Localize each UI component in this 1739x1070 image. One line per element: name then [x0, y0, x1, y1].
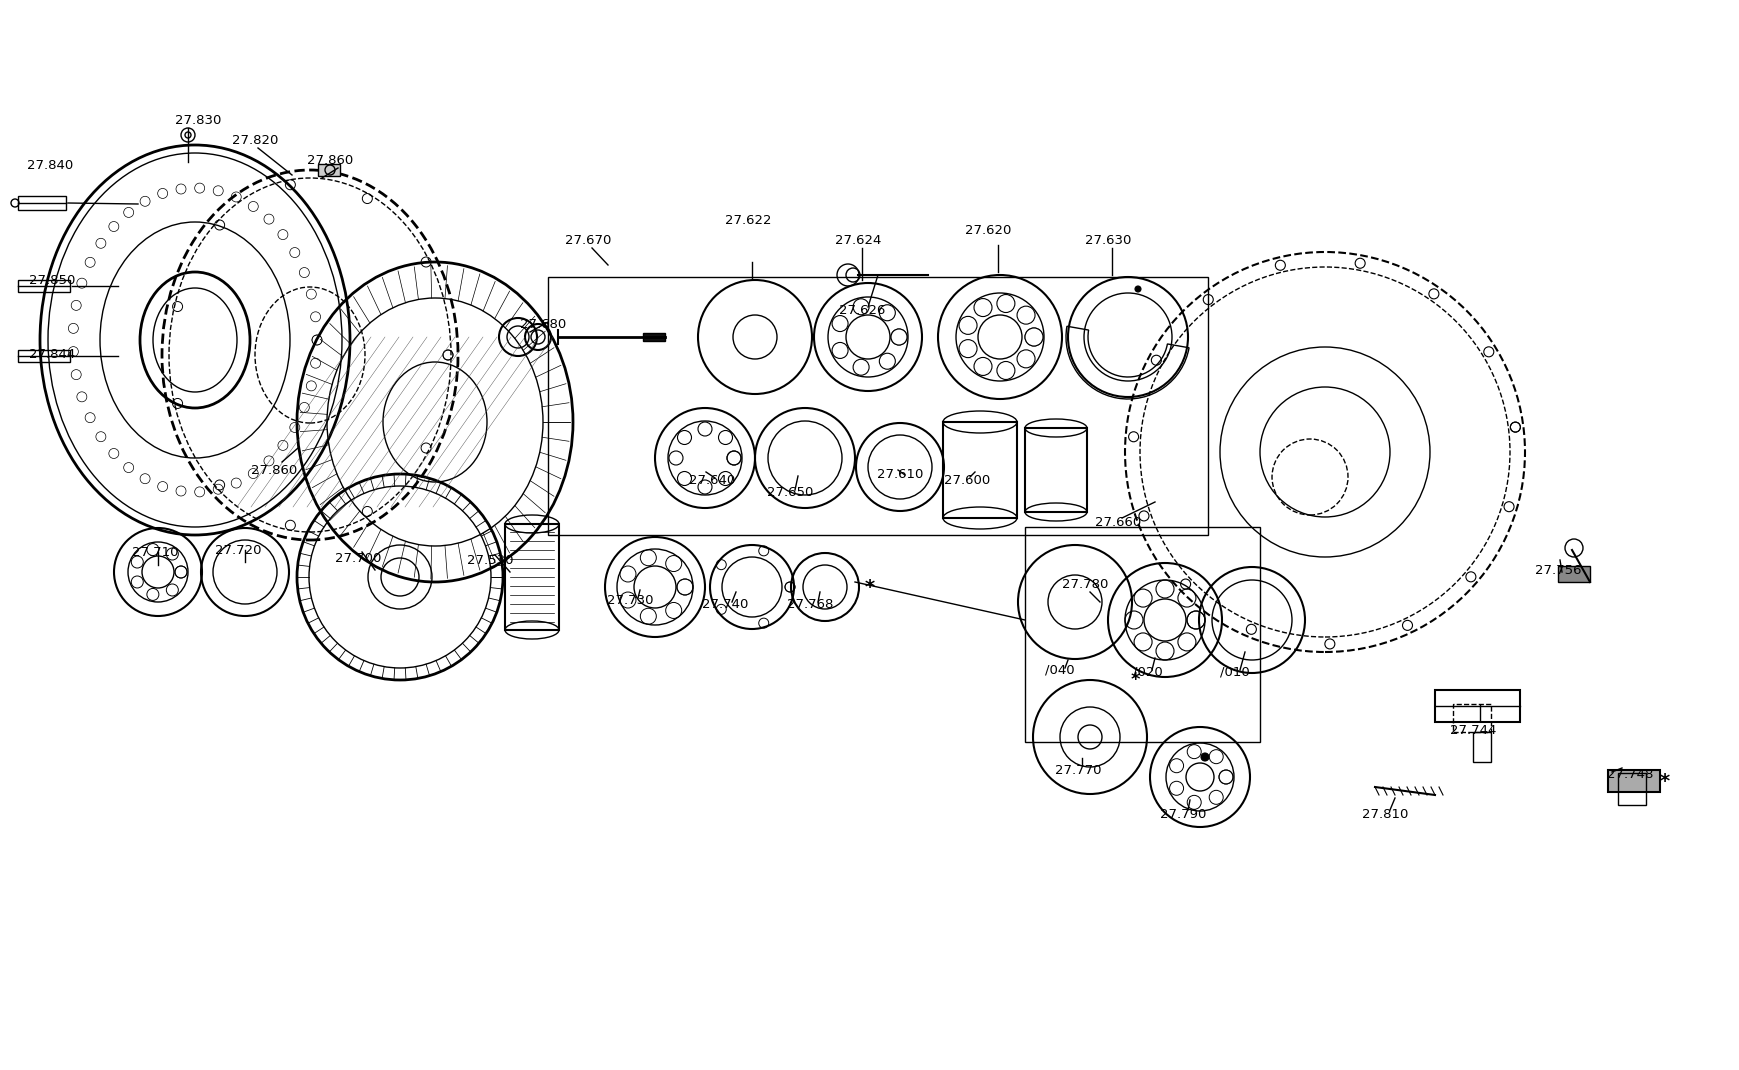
Bar	[1617, 773, 1645, 805]
Text: 27.620: 27.620	[963, 224, 1010, 236]
Bar	[1452, 704, 1490, 732]
Circle shape	[1024, 328, 1042, 346]
Bar	[1024, 528, 1259, 742]
Bar	[504, 524, 558, 630]
Text: 27.860: 27.860	[250, 463, 297, 476]
Text: 27.756: 27.756	[1534, 564, 1581, 577]
Text: 27.820: 27.820	[231, 134, 278, 147]
Text: 27.748: 27.748	[1605, 768, 1652, 781]
Text: /010: /010	[1219, 666, 1249, 678]
Text: 27.844: 27.844	[30, 349, 75, 362]
Bar	[943, 422, 1016, 518]
Text: 27.610: 27.610	[876, 469, 923, 482]
Text: 27.630: 27.630	[1083, 233, 1130, 246]
Text: 27.810: 27.810	[1362, 809, 1407, 822]
Bar	[17, 350, 70, 362]
Circle shape	[974, 299, 991, 317]
Text: /020: /020	[1132, 666, 1162, 678]
Bar	[1473, 732, 1490, 762]
Circle shape	[852, 299, 868, 315]
Text: 27.700: 27.700	[334, 551, 381, 565]
Wedge shape	[1066, 326, 1188, 399]
Text: /040: /040	[1045, 663, 1075, 676]
Circle shape	[1017, 350, 1035, 368]
Circle shape	[831, 316, 847, 332]
Bar	[643, 333, 664, 341]
Text: 27.830: 27.830	[174, 113, 221, 126]
Text: 27.744: 27.744	[1449, 723, 1496, 736]
Circle shape	[878, 305, 896, 321]
Text: 27.680: 27.680	[520, 319, 565, 332]
Text: 27.720: 27.720	[214, 544, 261, 556]
Circle shape	[1200, 753, 1209, 761]
Text: 27.650: 27.650	[767, 487, 812, 500]
Circle shape	[996, 294, 1014, 312]
Text: 27.626: 27.626	[838, 304, 885, 317]
Text: 27.530: 27.530	[466, 553, 513, 566]
Text: 27.840: 27.840	[26, 158, 73, 171]
Circle shape	[1134, 286, 1141, 292]
Text: 27.640: 27.640	[689, 474, 734, 487]
Bar	[1435, 690, 1520, 722]
Text: 27.600: 27.600	[943, 474, 989, 487]
Bar	[1556, 566, 1589, 582]
Bar	[17, 280, 70, 292]
Circle shape	[958, 339, 977, 357]
Circle shape	[890, 328, 906, 345]
Text: 27.768: 27.768	[786, 598, 833, 611]
Text: 27.860: 27.860	[306, 153, 353, 167]
Bar	[17, 196, 66, 210]
Text: 27.850: 27.850	[30, 274, 75, 287]
Text: 27.670: 27.670	[565, 233, 610, 246]
Text: 27.622: 27.622	[725, 214, 770, 227]
Circle shape	[878, 353, 896, 369]
Text: *: *	[1130, 671, 1139, 689]
Bar	[1607, 770, 1659, 792]
Circle shape	[831, 342, 847, 358]
Text: 27.740: 27.740	[701, 598, 748, 611]
Bar	[548, 277, 1207, 535]
Circle shape	[958, 317, 977, 334]
Text: 27.780: 27.780	[1061, 579, 1108, 592]
Text: 27.730: 27.730	[607, 594, 652, 607]
Text: 27.660: 27.660	[1094, 516, 1141, 529]
Circle shape	[1017, 306, 1035, 324]
Text: 27.790: 27.790	[1160, 809, 1205, 822]
Circle shape	[974, 357, 991, 376]
Text: 27.710: 27.710	[132, 546, 177, 559]
Circle shape	[1024, 328, 1042, 346]
Text: 27.624: 27.624	[835, 233, 880, 246]
Text: *: *	[1659, 773, 1669, 792]
Circle shape	[996, 362, 1014, 380]
Text: *: *	[864, 578, 875, 596]
Bar	[318, 164, 339, 175]
Circle shape	[852, 360, 868, 376]
Text: 27.770: 27.770	[1054, 764, 1101, 777]
Circle shape	[890, 328, 906, 345]
Bar	[1024, 428, 1087, 513]
